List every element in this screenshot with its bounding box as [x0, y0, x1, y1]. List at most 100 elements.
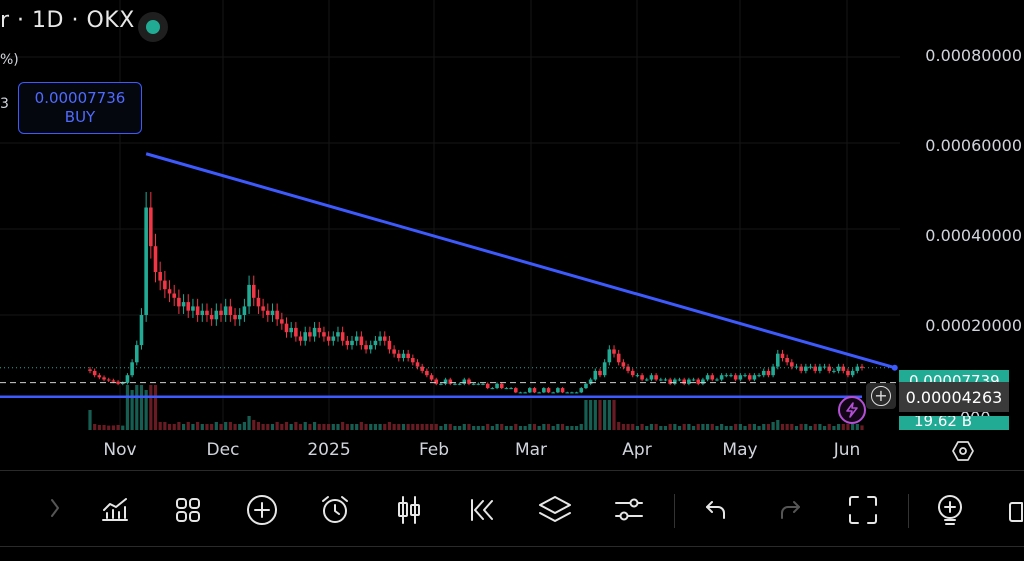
candle-body: [691, 379, 696, 381]
volume-bar: [181, 424, 186, 430]
candle-body: [701, 379, 705, 384]
candle-body: [654, 375, 658, 380]
volume-bar: [397, 424, 401, 430]
volume-bar: [495, 424, 499, 430]
candle-body: [677, 379, 682, 381]
symbol-interval-exchange: · 1D · OKX: [17, 8, 135, 33]
partial-right-icon[interactable]: [1000, 490, 1024, 530]
volume-bar: [210, 424, 214, 430]
volume-bar: [439, 426, 443, 430]
candle-body: [560, 388, 565, 393]
partial-left-icon[interactable]: [35, 490, 65, 530]
buy-label: BUY: [64, 108, 96, 126]
volume-bar: [752, 424, 756, 430]
volume-bar: [724, 426, 728, 430]
candlestick-icon[interactable]: [389, 490, 429, 530]
volume-bar: [762, 424, 766, 430]
candle-body: [687, 379, 691, 384]
volume-bar: [472, 426, 476, 430]
candle-body: [785, 358, 789, 363]
candle-body: [322, 332, 326, 337]
rewind-icon[interactable]: [462, 490, 502, 530]
volume-bar: [668, 424, 672, 430]
volume-bar: [476, 426, 480, 430]
volume-bar: [649, 424, 654, 430]
candle-body: [771, 366, 775, 376]
volume-bar: [589, 400, 593, 430]
grid-icon[interactable]: [168, 490, 208, 530]
hexagon-settings-icon[interactable]: [950, 438, 976, 464]
volume-bar: [645, 426, 649, 430]
candle-body: [439, 383, 443, 385]
candle-body: [673, 379, 677, 384]
volume-bar: [490, 426, 494, 430]
candle-body: [528, 388, 532, 393]
layers-icon[interactable]: [535, 490, 575, 530]
volume-bar: [107, 425, 111, 430]
candle-body: [92, 370, 97, 376]
lightbulb-plus-icon[interactable]: [930, 490, 970, 530]
candle-body: [368, 345, 373, 350]
candle-body: [729, 375, 733, 377]
candle-body: [719, 375, 724, 380]
candle-body: [860, 366, 864, 368]
volume-bar: [135, 385, 139, 430]
volume-bar: [617, 422, 621, 430]
candle-body: [827, 366, 832, 371]
market-status-icon[interactable]: [138, 12, 168, 42]
fullscreen-icon[interactable]: [843, 490, 883, 530]
candle-body: [139, 315, 144, 346]
candle-body: [378, 336, 382, 341]
volume-bar: [766, 424, 771, 430]
candle-body: [415, 362, 420, 367]
volume-bar: [387, 422, 392, 430]
add-at-price-button[interactable]: +: [866, 383, 896, 409]
volume-bar: [238, 424, 242, 430]
redo-icon[interactable]: [770, 490, 810, 530]
candle-body: [158, 272, 162, 281]
candle-body: [542, 388, 546, 393]
buy-price: 0.00007736: [34, 89, 126, 107]
price-chart[interactable]: [0, 0, 1024, 470]
volume-bar: [579, 424, 583, 430]
volume-bar: [270, 424, 275, 430]
volume-bar: [532, 424, 537, 430]
volume-bar: [537, 426, 541, 430]
candle-body: [354, 336, 359, 341]
buy-order-button[interactable]: 0.00007736 BUY: [18, 82, 142, 134]
volume-bar: [607, 400, 611, 430]
candle-body: [261, 306, 265, 311]
candle-body: [425, 370, 429, 376]
plus-circle-icon[interactable]: [242, 490, 282, 530]
x-axis-label: Mar: [514, 440, 548, 460]
candle-body: [312, 327, 317, 337]
volume-bar: [785, 424, 789, 430]
candle-body: [228, 306, 233, 315]
candle-body: [593, 370, 598, 380]
volume-bar: [593, 400, 597, 430]
candle-body: [256, 297, 261, 307]
sliders-icon[interactable]: [609, 490, 649, 530]
volume-bar: [631, 424, 635, 430]
volume-bar: [710, 424, 714, 430]
lightning-icon[interactable]: [838, 396, 866, 424]
candle-body: [242, 306, 247, 315]
volume-bar: [757, 426, 761, 430]
volume-bar: [429, 424, 434, 430]
undo-icon[interactable]: [696, 490, 736, 530]
candle-body: [177, 297, 181, 307]
volume-bar: [771, 422, 775, 430]
alarm-clock-icon[interactable]: [315, 490, 355, 530]
candle-body: [247, 284, 251, 307]
volume-bar: [808, 426, 813, 430]
symbol-title[interactable]: r · 1D · OKX: [0, 8, 135, 33]
candle-body: [490, 388, 495, 390]
candle-body: [406, 353, 410, 358]
volume-bar: [116, 425, 120, 430]
volume-bar: [172, 424, 176, 430]
candle-body: [401, 353, 406, 358]
candle-body: [214, 310, 219, 320]
candle-body: [167, 289, 172, 294]
candle-body: [537, 392, 541, 394]
bar-chart-trend-icon[interactable]: [95, 490, 135, 530]
